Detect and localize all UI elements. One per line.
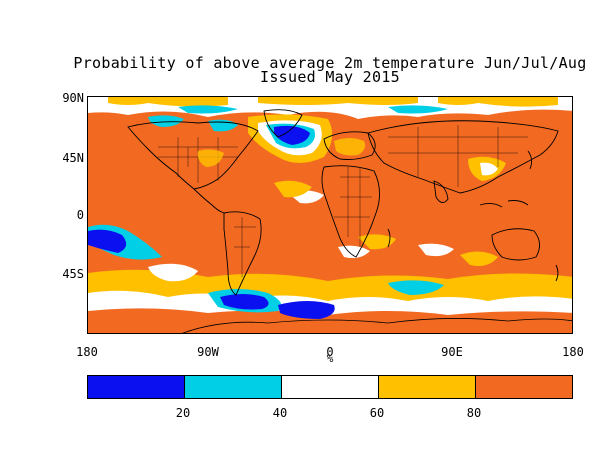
indian-ocean-white xyxy=(338,243,454,259)
south-pacific-white xyxy=(148,263,198,282)
europe-yellow-patch xyxy=(334,138,366,156)
lon-label-180w: 180 xyxy=(76,345,98,359)
colorbar-label-40: 40 xyxy=(272,406,288,420)
continents xyxy=(127,109,559,296)
antarctic-ice-outline xyxy=(182,318,572,333)
lat-label-45s: 45S xyxy=(62,267,84,281)
arctic-cyan-band xyxy=(178,105,448,114)
south-pacific-blue xyxy=(88,229,127,253)
units-label: % xyxy=(326,352,334,365)
lat-label-90n: 90N xyxy=(62,91,84,105)
colorbar xyxy=(87,375,573,399)
north-atlantic-blue xyxy=(274,125,310,145)
map-subtitle: Issued May 2015 xyxy=(260,68,400,86)
indian-ocean-cyan xyxy=(388,280,444,295)
drake-passage-blue xyxy=(220,294,269,310)
lon-label-180e: 180 xyxy=(562,345,584,359)
lat-label-45n: 45N xyxy=(62,151,84,165)
lon-label-90e: 90E xyxy=(441,345,463,359)
asia-white-patch xyxy=(480,162,498,176)
southern-orange-rim xyxy=(88,308,572,333)
us-yellow-patch xyxy=(197,149,224,167)
hudson-bay-cyan xyxy=(208,119,238,132)
colorbar-segment-40-60 xyxy=(282,376,379,398)
north-pacific-cyan xyxy=(148,115,184,127)
lat-label-0: 0 xyxy=(76,208,84,222)
colorbar-segment-60-80 xyxy=(379,376,476,398)
colorbar-label-20: 20 xyxy=(175,406,191,420)
map-svg xyxy=(88,97,572,333)
colorbar-label-60: 60 xyxy=(369,406,385,420)
colorbar-label-80: 80 xyxy=(466,406,482,420)
tropical-atlantic-yellow xyxy=(274,180,312,198)
world-map xyxy=(87,96,573,334)
colorbar-segment-80-100 xyxy=(476,376,572,398)
colorbar-segment-20-40 xyxy=(185,376,282,398)
south-atlantic-blue xyxy=(278,301,335,319)
map-title: Probability of above average 2m temperat… xyxy=(73,54,587,72)
lon-label-0: 0 xyxy=(326,345,334,359)
colorbar-segment-0-20 xyxy=(88,376,185,398)
arctic-yellow-band xyxy=(108,97,558,107)
lon-label-90w: 90W xyxy=(197,345,219,359)
south-indian-yellow xyxy=(358,234,498,266)
